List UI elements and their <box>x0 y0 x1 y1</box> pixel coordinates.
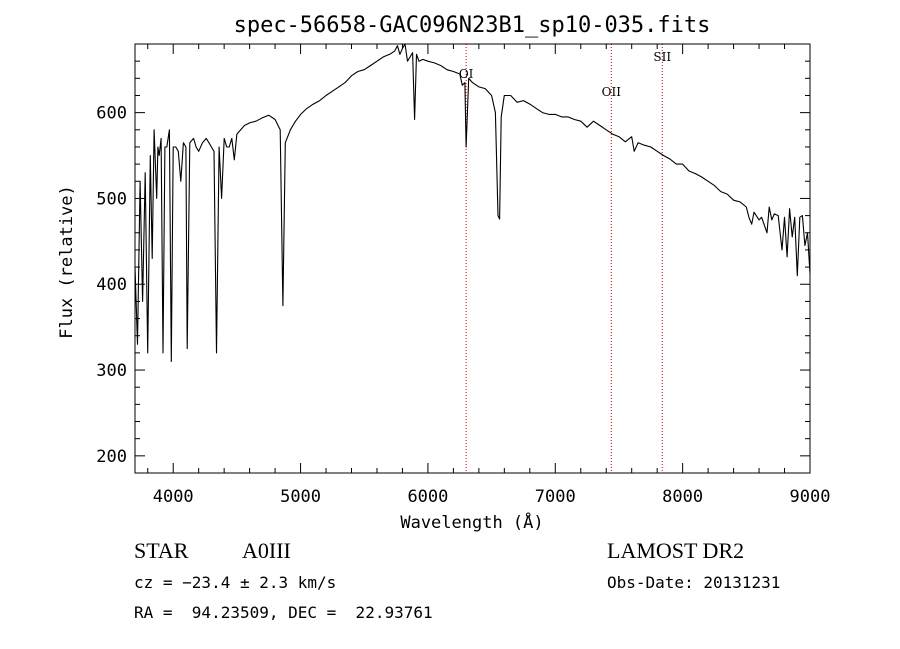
y-tick-label: 300 <box>96 361 127 381</box>
x-tick-label: 9000 <box>790 487 831 507</box>
object-type: STAR <box>134 538 189 563</box>
line-label-oii: OII <box>602 85 622 99</box>
spectrum-series-line <box>134 43 811 363</box>
y-tick-label: 400 <box>96 275 127 295</box>
survey-name: LAMOST DR2 <box>607 538 745 563</box>
coordinates: RA = 94.23509, DEC = 22.93761 <box>134 603 433 622</box>
object-subclass: A0III <box>242 538 291 563</box>
x-tick-label: 8000 <box>662 487 703 507</box>
plot-frame <box>134 43 811 474</box>
y-tick-label: 500 <box>96 189 127 209</box>
line-label-oi: OI <box>459 67 474 81</box>
x-axis-label: Wavelength (Å) <box>400 511 543 533</box>
line-label-sii: SII <box>653 50 671 64</box>
y-tick-label: 200 <box>96 447 127 467</box>
chart-title: spec-56658-GAC096N23B1_sp10-035.fits <box>234 13 711 38</box>
x-tick-label: 5000 <box>280 487 321 507</box>
observation-date: Obs-Date: 20131231 <box>607 573 781 592</box>
redshift-cz: cz = −23.4 ± 2.3 km/s <box>134 573 337 592</box>
x-tick-label: 4000 <box>153 487 194 507</box>
y-tick-label: 600 <box>96 104 127 124</box>
y-axis-label: Flux (relative) <box>57 185 77 339</box>
x-tick-label: 7000 <box>535 487 576 507</box>
x-tick-label: 6000 <box>407 487 448 507</box>
